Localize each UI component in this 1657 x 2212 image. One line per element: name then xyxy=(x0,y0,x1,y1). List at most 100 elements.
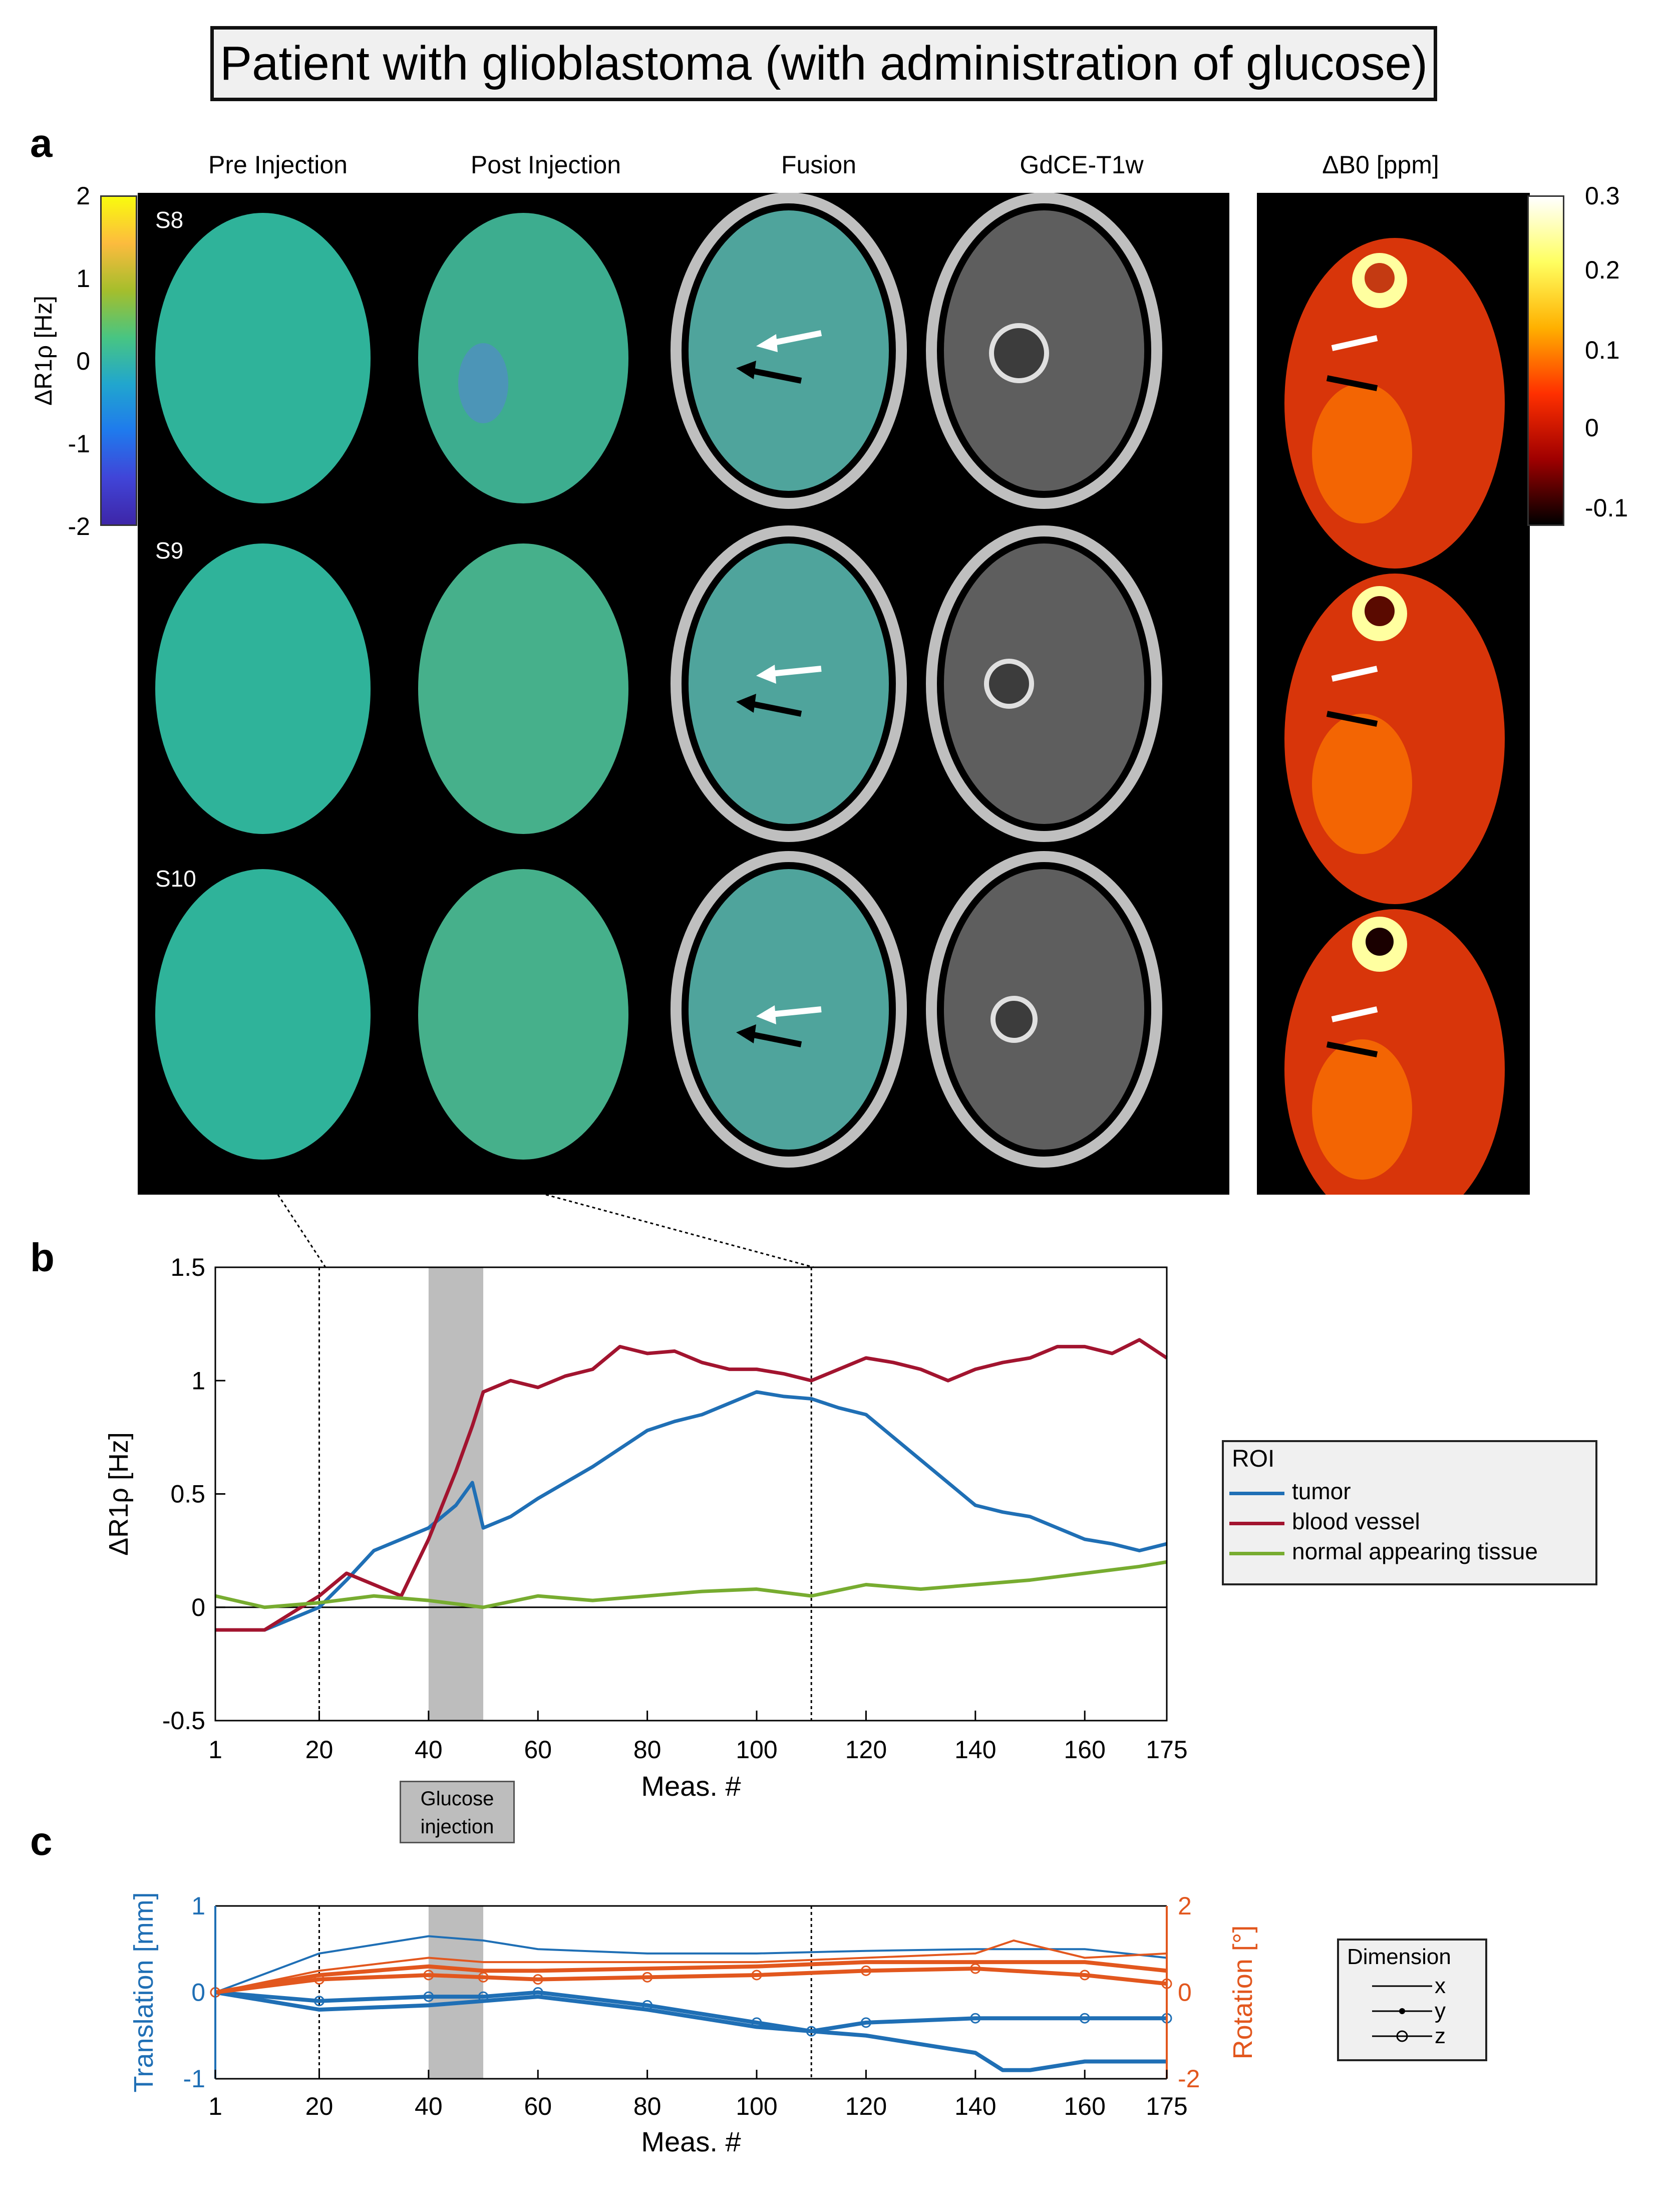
ylabel-right-c: Rotation [°] xyxy=(1228,1925,1258,2060)
cbr-tick-m01: -0.1 xyxy=(1585,494,1628,522)
xtick-label-c: 60 xyxy=(524,2092,552,2120)
glucose-injection-label: Glucose injection xyxy=(400,1781,515,1843)
ytick-label-right-c: 0 xyxy=(1178,1979,1192,2007)
xtick-label-c: 120 xyxy=(845,2092,887,2120)
point-trans-z xyxy=(642,2000,653,2011)
xtick-label-c: 175 xyxy=(1146,2092,1187,2120)
xtick-label-b: 120 xyxy=(845,1736,887,1764)
series-line-normal-appearing-tissue xyxy=(215,1560,1167,1609)
slice-label-s10: S10 xyxy=(155,866,196,892)
series-line-tumor xyxy=(215,1390,1167,1632)
point-trans-z xyxy=(532,1987,543,1998)
post-map-s9 xyxy=(418,543,628,834)
injection-band-c xyxy=(428,1906,484,2079)
roi-legend-title: ROI xyxy=(1232,1446,1275,1472)
xtick-label-c: 20 xyxy=(305,2092,334,2120)
xlabel-b: Meas. # xyxy=(641,1770,741,1802)
series-line-rot-y xyxy=(215,1960,1167,1995)
ytick-label-b: -0.5 xyxy=(162,1707,205,1735)
t1w-ring-s9 xyxy=(926,525,1162,842)
ytick-label-b: 1 xyxy=(191,1366,205,1395)
point-trans-z xyxy=(478,1991,489,2002)
image-grid-svg: S8 S9 S10 xyxy=(155,192,1162,1168)
dim-legend-marks xyxy=(1372,1985,1432,2042)
point-trans-z xyxy=(313,1996,324,2007)
legend-label-normal: normal appearing tissue xyxy=(1292,1538,1538,1564)
cbl-tick-1: 1 xyxy=(76,264,90,293)
row-s10: S10 xyxy=(155,851,1162,1168)
point-rot-z xyxy=(642,1972,653,1983)
series-line-rot-x xyxy=(215,1940,1167,1994)
xtick-label-c: 140 xyxy=(954,2092,996,2120)
t1w-tumor-s8 xyxy=(989,323,1049,383)
image-grid: S8 S9 S10 xyxy=(138,192,1229,1195)
legend-label-tumor: tumor xyxy=(1292,1478,1351,1504)
ylabel-b: ΔR1ρ [Hz] xyxy=(104,1432,134,1556)
point-rot-z xyxy=(532,1974,543,1985)
t1w-brain-s9 xyxy=(944,543,1144,824)
dim-legend-x: x xyxy=(1435,1974,1446,1998)
point-rot-z xyxy=(313,1974,324,1985)
point-rot-z xyxy=(970,1963,981,1974)
point-trans-z xyxy=(860,2017,871,2028)
xtick-label-b: 175 xyxy=(1146,1736,1187,1764)
dim-legend xyxy=(1337,1939,1487,2061)
colorbar-right xyxy=(1527,195,1564,526)
xtick-label-b: 100 xyxy=(736,1736,777,1764)
pre-map-s10 xyxy=(155,869,371,1160)
panel-letter-c: c xyxy=(30,1819,53,1863)
row-s8: S8 xyxy=(155,192,1162,509)
ytick-label-right-c: 2 xyxy=(1178,1892,1192,1920)
colorbar-left xyxy=(100,195,137,526)
db0-svg xyxy=(1284,238,1505,1230)
point-rot-z xyxy=(860,1965,871,1976)
cbr-tick-0: 0 xyxy=(1585,414,1599,442)
legend-label-vessel: blood vessel xyxy=(1292,1508,1420,1534)
dim-legend-y: y xyxy=(1435,1999,1446,2023)
point-rot-z xyxy=(1079,1970,1090,1981)
db0-panel xyxy=(1257,193,1530,1230)
xtick-label-b: 1 xyxy=(208,1736,222,1764)
series-line-blood-vessel xyxy=(215,1338,1168,1632)
cbl-tick-0: 0 xyxy=(76,347,90,375)
col-head-fusion: Fusion xyxy=(781,151,857,179)
post-map-s8 xyxy=(418,213,628,503)
series-line-rot-z xyxy=(215,1967,1167,1995)
point-trans-z xyxy=(1079,2013,1090,2024)
col-head-t1w: GdCE-T1w xyxy=(1020,151,1144,179)
point-trans-z xyxy=(806,2026,817,2037)
panel-letter-b: b xyxy=(30,1235,55,1280)
figure-title: Patient with glioblastoma (with administ… xyxy=(210,26,1437,101)
t1w-tumor-s10 xyxy=(990,996,1038,1043)
cbl-tick-m2: -2 xyxy=(68,512,90,540)
xtick-label-b: 60 xyxy=(524,1736,552,1764)
xtick-label-b: 80 xyxy=(633,1736,661,1764)
legend-swatch-tumor xyxy=(1229,1492,1284,1495)
cbl-tick-2: 2 xyxy=(76,182,90,210)
fusion-map-s10 xyxy=(689,869,889,1150)
cbr-tick-03: 0.3 xyxy=(1585,182,1620,210)
fusion-ring-s10 xyxy=(671,851,907,1168)
fusion-map-s8 xyxy=(689,210,889,491)
point-rot-z xyxy=(478,1972,489,1983)
ylabel-left-c: Translation [mm] xyxy=(129,1892,159,2092)
ytick-label-left-c: 0 xyxy=(191,1979,205,2007)
point-rot-z xyxy=(423,1970,434,1981)
roi-legend xyxy=(1222,1440,1597,1585)
cbl-tick-m1: -1 xyxy=(68,430,90,458)
xtick-label-b: 140 xyxy=(954,1736,996,1764)
xtick-label-b: 40 xyxy=(415,1736,443,1764)
t1w-ring-s10 xyxy=(926,851,1162,1168)
cbr-tick-01: 0.1 xyxy=(1585,336,1620,364)
pre-map-s8 xyxy=(155,213,371,503)
xtick-label-c: 1 xyxy=(208,2092,222,2120)
point-trans-z xyxy=(423,1991,434,2002)
ytick-label-right-c: -2 xyxy=(1178,2065,1200,2093)
pre-map-s9 xyxy=(155,543,371,834)
t1w-brain-s10 xyxy=(944,869,1144,1150)
slice-label-s9: S9 xyxy=(155,537,183,564)
dim-legend-title: Dimension xyxy=(1347,1945,1451,1969)
t1w-ring-s8 xyxy=(926,192,1162,509)
